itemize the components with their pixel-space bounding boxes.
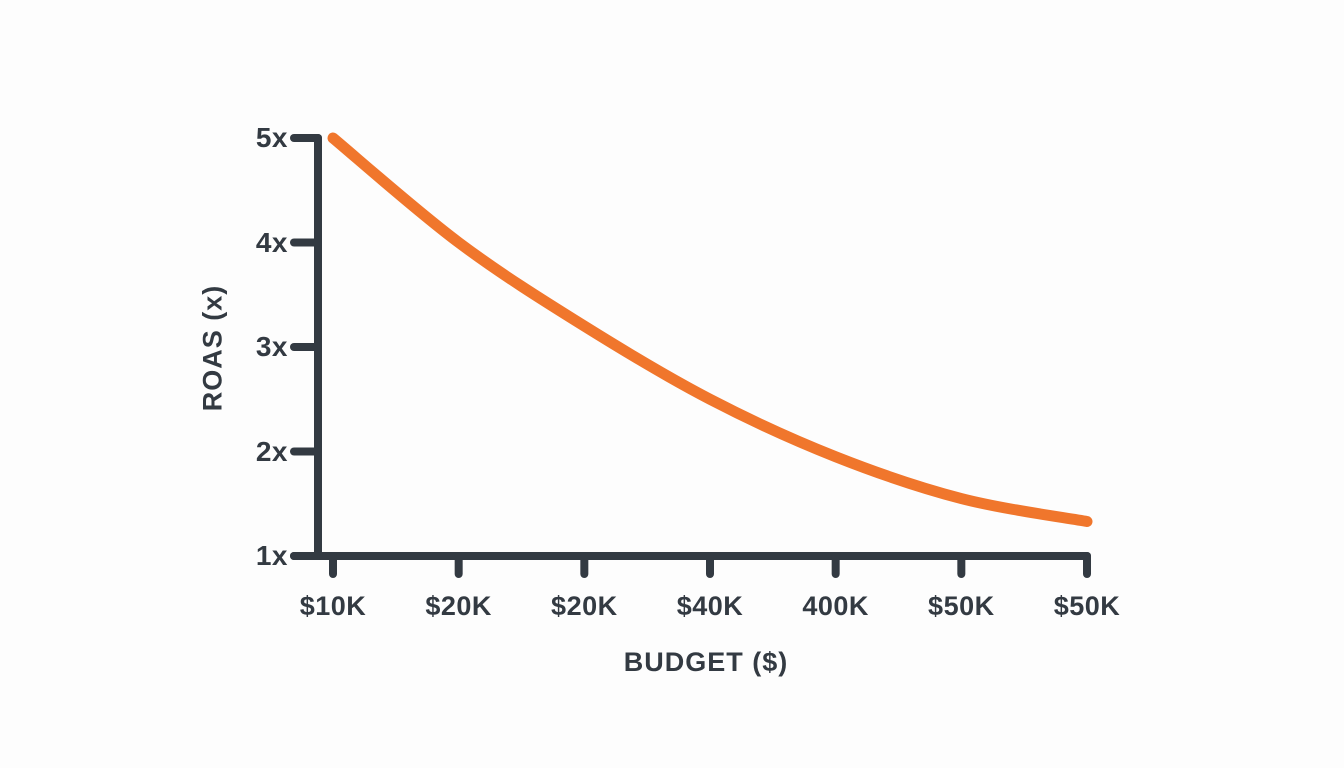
- y-axis-title: ROAS (x): [197, 284, 228, 412]
- x-tick-label: $40K: [676, 591, 744, 621]
- y-tick-label: 1x: [255, 540, 288, 571]
- y-tick-label: 4x: [255, 226, 288, 258]
- y-tick-label: 2x: [255, 435, 288, 467]
- y-tick-label: 5x: [255, 122, 288, 153]
- x-tick-label: $50K: [1053, 591, 1121, 621]
- x-tick-label: $10K: [299, 591, 367, 621]
- y-tick-label: 3x: [255, 331, 288, 362]
- x-tick-label: $20K: [551, 591, 618, 621]
- x-axis-title: BUDGET ($): [623, 647, 789, 677]
- x-tick-label: 400K: [802, 591, 869, 621]
- roas-curve: [327, 132, 1093, 528]
- x-tick-label: $20K: [425, 591, 492, 621]
- x-tick-label: $50K: [928, 591, 995, 621]
